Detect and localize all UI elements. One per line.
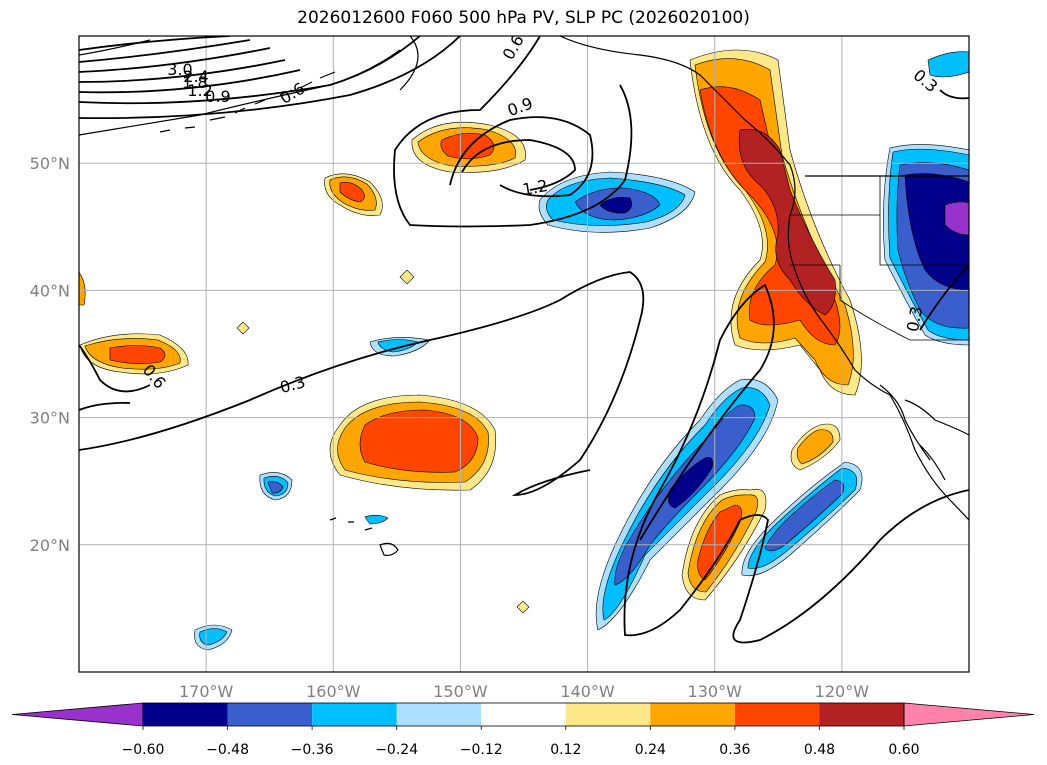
pv-negative-small-5	[927, 51, 969, 78]
x-axis-ticks: 170°W 160°W 150°W 140°W 130°W 120°W	[179, 682, 869, 701]
x-tick-label: 130°W	[688, 682, 743, 701]
pv-anomaly-fills	[79, 49, 969, 651]
colorbar-extend-low	[11, 702, 144, 727]
y-tick-label: 20°N	[30, 536, 70, 555]
colorbar-tick-label: −0.60	[122, 742, 165, 758]
contour-east-edge	[919, 89, 969, 331]
contour-north-7	[79, 36, 461, 120]
chart-title: 2026012600 F060 500 hPa PV, SLP PC (2026…	[297, 8, 750, 28]
contour-low-inner	[461, 139, 576, 191]
contour-south-loop	[623, 283, 969, 644]
map-area: 3.02.41.81.20.9 0.60.60.91.20.30.60.30.3	[79, 36, 969, 672]
contour-label: 1.2	[521, 176, 549, 199]
pv-negative-small-4	[364, 514, 389, 525]
pv-negative-north-strong	[599, 197, 632, 214]
colorbar-segment	[227, 703, 313, 726]
contour-low-outer	[393, 36, 633, 228]
pv-positive-se	[796, 429, 834, 465]
state-lines	[790, 176, 969, 341]
colorbar-frame	[142, 702, 905, 727]
colorbar-segment	[819, 703, 904, 726]
contour-label: 2.4	[183, 67, 208, 86]
contour-north-3	[79, 47, 271, 73]
pv-negative-se-band-mid	[764, 479, 845, 552]
colorbar-segment	[734, 703, 820, 726]
mexico-coast	[879, 384, 969, 481]
contour-label: 0.9	[205, 87, 230, 106]
colorbar-tick-label: 0.12	[550, 742, 581, 758]
pv-positive-tiny-2	[236, 321, 250, 335]
map-frame	[78, 35, 970, 673]
pv-positive-left-edge	[79, 271, 86, 306]
contour-0-6-left	[79, 344, 151, 393]
map-grid	[79, 36, 969, 672]
colorbar-tick-label: −0.36	[291, 742, 334, 758]
colorbar-segment	[650, 703, 735, 726]
pv-positive-tiny-1	[399, 269, 415, 285]
y-tick-label: 40°N	[30, 281, 70, 300]
colorbar-tick-label: 0.24	[635, 742, 666, 758]
x-tick-label: 170°W	[179, 682, 234, 701]
colorbar-segment	[481, 703, 566, 726]
hawaii-islands	[329, 517, 399, 557]
contour-low-mid	[449, 116, 594, 198]
colorbar-segment	[396, 703, 482, 726]
colorbar-extend-high	[903, 702, 1035, 727]
pv-strong-north	[440, 133, 495, 160]
colorbar-tick-label: −0.24	[375, 742, 418, 758]
colorbar-tick-label: 0.48	[804, 742, 835, 758]
pv-strong-south	[697, 504, 742, 581]
contour-north-4	[79, 59, 286, 83]
alaska-coast	[79, 36, 419, 136]
y-tick-label: 50°N	[30, 154, 70, 173]
contour-north-6	[79, 36, 421, 105]
colorbar-segment	[565, 703, 651, 726]
contour-north-1	[79, 36, 231, 51]
colorbar-segment	[143, 703, 228, 726]
x-tick-label: 120°W	[815, 682, 870, 701]
x-tick-label: 160°W	[306, 682, 361, 701]
colorbar-tick-label: 0.36	[719, 742, 750, 758]
colorbar-tick-label: −0.48	[206, 742, 249, 758]
pv-strong-small	[339, 182, 365, 203]
nw-america-coast	[559, 36, 969, 521]
contour-label: 0.3	[278, 372, 308, 397]
contour-label: 0.3	[903, 305, 926, 333]
y-tick-label: 30°N	[30, 409, 70, 428]
x-tick-label: 140°W	[560, 682, 615, 701]
colorbar-tick-label: −0.12	[460, 742, 503, 758]
x-tick-label: 150°W	[433, 682, 488, 701]
contour-0-3	[79, 271, 645, 496]
contour-label: 0.9	[505, 94, 535, 121]
pv-negative-small-1-inner	[377, 339, 419, 353]
colorbar-segment	[312, 703, 397, 726]
contour-north-2	[79, 39, 251, 63]
colorbar: −0.60 −0.48 −0.36 −0.24 −0.12 0.12 0.24 0.36 0.4…	[11, 702, 1035, 758]
contour-label: 1.2	[187, 81, 212, 100]
contour-north-5	[79, 69, 301, 94]
contour-label: 3.0	[167, 60, 192, 79]
pv-strong-subtropical	[359, 409, 479, 473]
contour-left-south	[79, 401, 131, 411]
pv-negative-east-extreme	[944, 201, 969, 236]
pv-strong-west	[109, 345, 166, 364]
y-axis-ticks: 50°N 40°N 30°N 20°N	[30, 154, 70, 555]
contour-label: 1.8	[182, 73, 207, 92]
pv-negative-small-2-core	[267, 481, 284, 494]
pv-positive-tiny-3	[516, 600, 530, 614]
colorbar-tick-label: 0.60	[888, 742, 919, 758]
slp-contours	[79, 36, 969, 644]
